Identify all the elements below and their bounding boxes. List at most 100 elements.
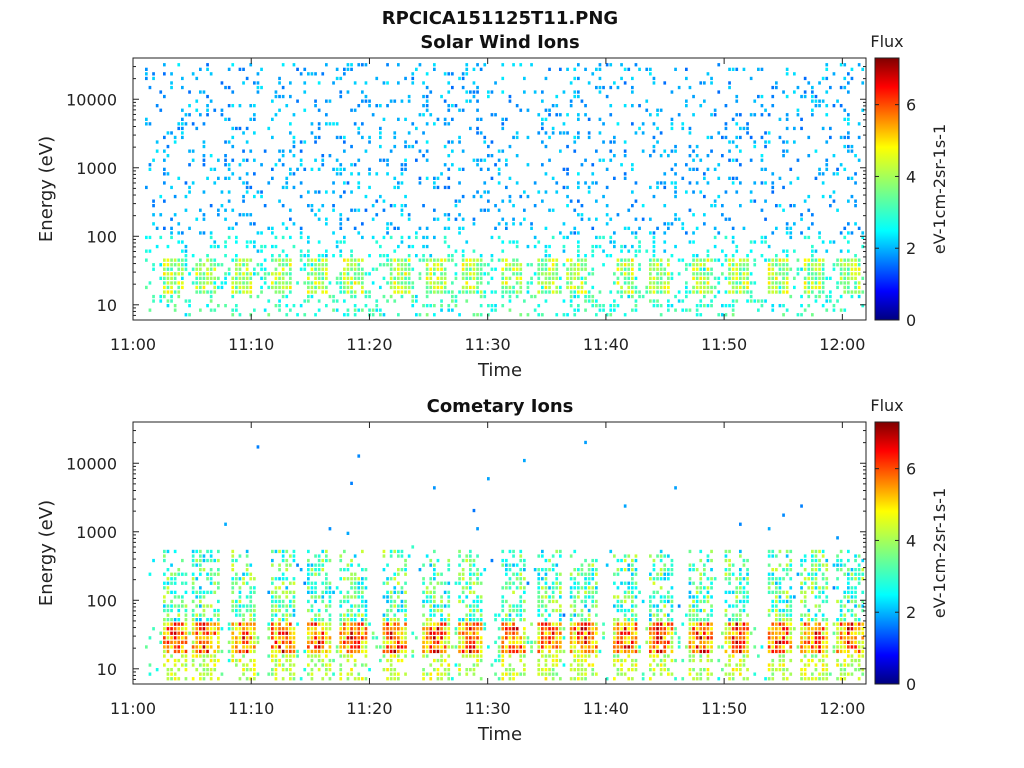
flux-cell xyxy=(836,281,839,285)
flux-cell xyxy=(404,263,407,267)
flux-cell xyxy=(299,249,303,253)
flux-cell xyxy=(346,622,350,626)
flux-cell xyxy=(821,263,825,267)
flux-cell xyxy=(317,572,321,576)
flux-cell xyxy=(325,572,328,576)
flux-cell xyxy=(400,213,404,217)
flux-cell xyxy=(627,263,631,267)
flux-cell xyxy=(195,563,199,567)
flux-cell xyxy=(425,554,429,558)
flux-cell xyxy=(515,608,519,613)
flux-cell xyxy=(562,299,566,303)
flux-cell xyxy=(346,568,350,572)
flux-cell xyxy=(699,81,703,85)
flux-cell xyxy=(217,618,220,622)
flux-cell xyxy=(422,563,425,567)
flux-cell xyxy=(206,67,209,71)
flux-cell xyxy=(170,654,173,658)
flux-cell xyxy=(717,131,721,135)
flux-cell xyxy=(814,249,818,253)
flux-cell xyxy=(602,631,605,635)
flux-cell xyxy=(440,272,443,276)
flux-cell xyxy=(483,294,487,299)
flux-cell xyxy=(613,604,616,608)
flux-cell xyxy=(548,631,551,635)
flux-cell xyxy=(623,281,627,285)
flux-cell xyxy=(307,294,310,299)
flux-cell xyxy=(562,627,566,631)
flux-cell xyxy=(807,267,811,271)
flux-cell xyxy=(199,663,202,667)
flux-cell xyxy=(623,558,627,563)
flux-cell xyxy=(652,640,656,644)
flux-cell xyxy=(231,590,235,594)
flux-cell xyxy=(631,163,634,167)
flux-cell xyxy=(357,631,361,635)
flux-cell xyxy=(728,140,731,144)
flux-cell xyxy=(515,563,519,567)
flux-cell xyxy=(533,640,537,644)
flux-cell xyxy=(310,649,314,654)
flux-cell xyxy=(695,181,699,185)
flux-cell xyxy=(631,258,634,262)
flux-cell xyxy=(479,117,483,121)
flux-cell xyxy=(465,267,469,271)
flux-cell xyxy=(508,99,512,103)
flux-cell xyxy=(209,645,213,649)
flux-cell xyxy=(159,213,163,217)
flux-cell xyxy=(634,181,638,185)
flux-cell xyxy=(292,154,296,158)
flux-cell xyxy=(469,568,472,572)
flux-cell xyxy=(760,94,764,99)
flux-cell xyxy=(314,654,317,658)
flux-cell xyxy=(479,194,483,199)
flux-cell xyxy=(634,595,638,599)
flux-cell xyxy=(692,290,695,294)
flux-cell xyxy=(577,636,580,640)
flux-cell xyxy=(389,599,393,604)
flux-cell xyxy=(317,276,321,280)
flux-cell xyxy=(839,276,843,280)
flux-cell xyxy=(735,190,739,194)
flux-cell xyxy=(731,308,735,312)
flux-cell xyxy=(220,81,224,85)
flux-cell xyxy=(605,313,609,317)
flux-cell xyxy=(263,244,267,249)
flux-cell xyxy=(659,586,663,590)
flux-cell xyxy=(775,85,778,90)
flux-cell xyxy=(595,586,598,590)
flux-cell xyxy=(631,608,634,613)
flux-cell xyxy=(274,636,278,640)
flux-cell xyxy=(433,176,436,180)
flux-cell xyxy=(454,272,458,276)
flux-cell xyxy=(346,217,350,221)
flux-cell xyxy=(667,577,670,581)
flux-cell xyxy=(332,308,335,312)
flux-cell xyxy=(587,645,591,649)
flux-cell xyxy=(479,167,483,171)
flux-cell xyxy=(400,554,404,558)
flux-cell xyxy=(429,254,433,258)
flux-cell xyxy=(386,226,389,230)
flux-cell xyxy=(400,281,404,285)
flux-cell xyxy=(832,190,836,194)
flux-cell xyxy=(440,631,443,635)
flux-cell xyxy=(623,645,627,649)
flux-cell xyxy=(548,272,551,276)
flux-cell xyxy=(325,622,328,626)
flux-cell xyxy=(627,631,631,635)
flux-cell xyxy=(433,604,436,608)
flux-cell xyxy=(494,267,497,271)
flux-cell xyxy=(465,613,469,617)
flux-cell xyxy=(422,604,425,608)
flux-cell xyxy=(580,204,584,208)
flux-cell xyxy=(386,668,389,672)
flux-cell xyxy=(357,581,361,585)
flux-cell xyxy=(368,290,371,294)
flux-cell xyxy=(285,608,289,613)
flux-cell xyxy=(749,299,753,303)
flux-cell xyxy=(753,281,757,285)
flux-cell xyxy=(296,313,299,317)
flux-cell xyxy=(440,281,443,285)
flux-cell xyxy=(386,595,389,599)
